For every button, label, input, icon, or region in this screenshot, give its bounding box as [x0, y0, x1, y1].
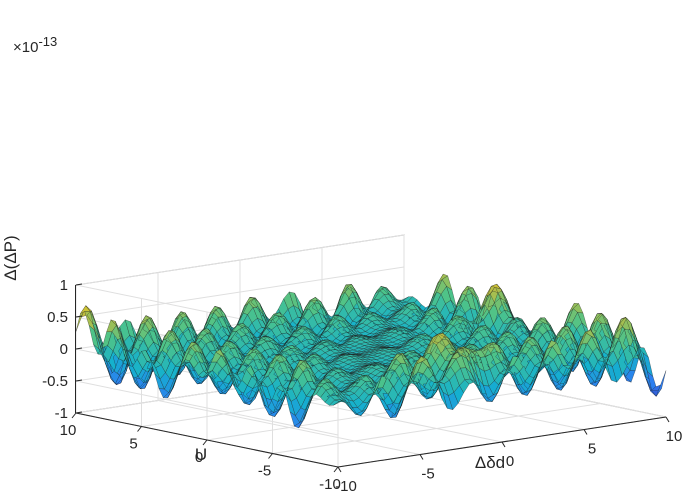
z-tick-mark	[75, 283, 83, 286]
y-tick-mark	[71, 412, 77, 419]
y-tick-label: -5	[258, 463, 271, 480]
y-tick-label: 0	[195, 449, 203, 466]
z-axis-ticks: -1 -0.5 0 0.5 1	[42, 277, 83, 422]
surface-mesh	[75, 273, 667, 429]
x-tick-mark	[419, 454, 424, 460]
x-tick-label: -10	[335, 478, 357, 495]
z-axis-label: Δ(ΔP)	[1, 235, 20, 280]
y-axis-label: U	[195, 445, 207, 464]
y-tick-label: 5	[129, 436, 137, 453]
z-tick-label: 0.5	[47, 309, 68, 326]
surface-patch	[656, 370, 667, 397]
x-tick-label: -5	[421, 466, 434, 483]
z-tick-mark	[75, 379, 83, 382]
x-axis-label: Δδd	[475, 453, 505, 472]
y-tick-mark	[333, 466, 339, 473]
z-tick-mark	[75, 411, 83, 414]
z-tick-label: -0.5	[42, 373, 68, 390]
x-tick-label: 0	[506, 453, 514, 470]
x-tick-mark	[583, 429, 588, 435]
z-tick-label: 0	[60, 341, 68, 358]
z-exponent-label: ×10-13	[13, 34, 57, 56]
z-tick-label: 1	[60, 277, 68, 294]
x-tick-mark	[337, 466, 342, 473]
x-axis-ticks: -10 -5 0 5 10	[335, 416, 683, 495]
y-tick-label: 10	[60, 422, 77, 439]
y-axis-ticks: -10 -5 0 5 10	[60, 412, 341, 493]
y-tick-mark	[202, 439, 208, 446]
x-tick-label: 10	[666, 428, 683, 445]
y-tick-mark	[137, 426, 142, 432]
z-tick-mark	[75, 347, 83, 350]
z-tick-mark	[75, 315, 83, 318]
x-tick-mark	[665, 416, 670, 423]
z-tick-label: -1	[55, 405, 68, 422]
y-tick-mark	[268, 453, 273, 459]
x-tick-label: 5	[588, 441, 596, 458]
y-tick-label: -10	[319, 476, 341, 493]
x-tick-mark	[501, 441, 506, 448]
